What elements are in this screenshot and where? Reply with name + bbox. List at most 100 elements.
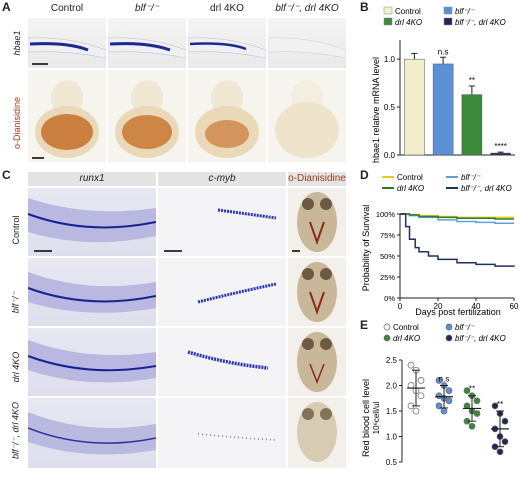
panel-a-image-dianisidine-control <box>28 70 106 162</box>
panel-c-image-runx1-double <box>28 398 156 468</box>
panel-e-legend-label-2: drl 4KO <box>393 334 420 343</box>
panel-e-point-1-6 <box>435 402 443 410</box>
panel-b-ylabel: hbae1 relative mRNA level <box>371 57 381 163</box>
panel-e-point-2-7 <box>468 422 476 430</box>
panel-e-legend-dot-2 <box>383 334 391 342</box>
panel-e-point-0-5 <box>417 392 425 400</box>
panel-a-header-double: blf⁻/⁻, drl 4KO <box>275 3 339 14</box>
panel-e-point-2-0 <box>463 387 471 394</box>
panel-c-header-dianisidine: o-Dianisidine <box>288 172 346 186</box>
panel-e-ylabel: Red blood cell level <box>361 379 371 457</box>
panel-d-ytick-label-1: 25% <box>380 273 395 282</box>
panel-d-xtick-label-1: 20 <box>434 302 443 311</box>
panel-e-ytick-label-4: 2.5 <box>386 356 398 365</box>
panel-a-header-control: Control <box>50 3 84 14</box>
panel-a-row-dianisidine: o-Dianisidine <box>12 96 22 150</box>
panel-c-row-blf: blf⁻/⁻ <box>10 291 21 314</box>
panel-b-legend-label-2: drl 4KO <box>395 18 422 27</box>
panel-e-point-3-7 <box>496 448 504 456</box>
panel-label-e: E <box>360 318 369 332</box>
panel-a-row-hbae1: hbae1 <box>12 30 22 56</box>
panel-a-image-dianisidine-drl <box>188 70 266 162</box>
panel-e-ytick-label-1: 1.0 <box>386 433 398 442</box>
panel-e-point-0-0 <box>407 361 415 369</box>
panel-c-image-dianisidine-blf <box>288 258 346 326</box>
panel-e-chart: Control blf⁻/⁻ drl 4KO blf⁻/⁻, drl 4KO Red … <box>361 323 509 467</box>
panel-b-ytick-label-1: 0.5 <box>384 103 396 112</box>
panel-d-xtick-label-0: 0 <box>398 302 403 311</box>
panel-e-point-1-0 <box>435 377 443 384</box>
panel-label-a: A <box>2 0 11 14</box>
panel-b-significance-2: ** <box>469 76 475 85</box>
panel-c-image-runx1-blf <box>28 258 156 326</box>
panel-a-header-drl: drl 4KO <box>210 3 244 14</box>
panel-c-image-cmyb-drl <box>158 328 286 396</box>
panel-d-ytick-label-3: 75% <box>380 231 395 240</box>
panel-a-image-hbae1-double <box>268 18 346 68</box>
panel-d-legend-label-0: Control <box>397 173 423 182</box>
panel-a-image-dianisidine-blf <box>108 70 186 162</box>
panel-d-xtick-label-2: 40 <box>472 302 481 311</box>
panel-e-legend-dot-1 <box>445 323 453 331</box>
panel-c-image-dianisidine-control <box>288 188 346 256</box>
panel-e-significance-1: n.s <box>439 375 450 384</box>
panel-d-series-3 <box>400 213 515 267</box>
panel-e-ytick-label-0: 0.5 <box>386 458 398 467</box>
panel-a-image-hbae1-drl <box>188 18 266 68</box>
panel-b-ytick-label-2: 1.0 <box>384 55 396 64</box>
panel-b-significance-3: **** <box>494 142 506 151</box>
panel-b-legend-swatch-3 <box>443 17 453 26</box>
panel-b-ytick-label-0: 0.0 <box>384 151 396 160</box>
panel-b-bar-2 <box>461 94 483 156</box>
panel-d-xtick-label-3: 60 <box>510 302 519 311</box>
panel-d-ylabel: Probability of Survival <box>361 205 371 292</box>
panel-c-row-double: blf⁻/⁻, drl 4KO <box>10 401 21 460</box>
panel-b-legend-swatch-2 <box>383 17 393 26</box>
panel-c-image-cmyb-double <box>158 398 286 468</box>
panel-c-image-cmyb-blf <box>158 258 286 326</box>
panel-d-legend-label-3: blf⁻/⁻, drl 4KO <box>461 184 512 193</box>
panel-d-chart: Control blf⁻/⁻ drl 4KO blf⁻/⁻, drl 4KO Prob… <box>361 173 519 317</box>
panel-e-point-3-2 <box>501 417 509 425</box>
panel-b-chart: Control blf⁻/⁻ drl 4KO blf⁻/⁻, drl 4KO hbae… <box>371 6 515 163</box>
panel-c-image-dianisidine-drl <box>288 328 346 396</box>
panel-c-image-runx1-control <box>28 188 156 256</box>
panel-e-ytick-label-3: 2.0 <box>386 382 398 391</box>
panel-b-legend-label-0: Control <box>395 7 421 16</box>
panel-e-significance-2: ** <box>469 385 475 394</box>
panel-d-xlabel: Days post fertilization <box>415 307 501 317</box>
panel-b-legend-label-1: blf⁻/⁻ <box>455 7 475 16</box>
panel-d-legend-label-1: blf⁻/⁻ <box>461 173 481 182</box>
panel-c-header-runx1: runx1 <box>28 172 156 186</box>
panel-b-legend-swatch-0 <box>383 6 393 15</box>
panel-d-ytick-label-4: 100% <box>376 210 396 219</box>
panel-e-significance-3: ** <box>497 400 503 409</box>
panel-e-point-2-5 <box>473 410 481 417</box>
panel-b-bar-3 <box>490 152 511 156</box>
panel-d-ytick-label-2: 50% <box>380 252 395 261</box>
panel-b-bar-1 <box>432 63 454 156</box>
panel-e-point-3-0 <box>491 402 499 410</box>
panel-c-header-cmyb: c-myb <box>158 172 286 186</box>
panel-e-legend-label-0: Control <box>393 323 419 332</box>
panel-e-point-0-7 <box>412 407 420 415</box>
panel-e-point-1-7 <box>440 407 448 415</box>
panel-a-header-blf: blf⁻/⁻ <box>135 3 159 14</box>
panel-a-image-hbae1-control <box>28 18 106 68</box>
panel-label-d: D <box>360 168 369 182</box>
panel-c-image-cmyb-control <box>158 188 286 256</box>
panel-e-legend-label-3: blf⁻/⁻, drl 4KO <box>455 334 506 343</box>
panel-a-image-hbae1-blf <box>108 18 186 68</box>
panel-b-legend-label-3: blf⁻/⁻, drl 4KO <box>455 18 506 27</box>
panel-e-point-1-5 <box>445 397 453 405</box>
panel-e-ytick-label-2: 1.5 <box>386 407 398 416</box>
panel-c-row-control: Control <box>11 215 21 245</box>
panel-d-series-1 <box>400 213 514 224</box>
panel-label-b: B <box>360 0 369 14</box>
panel-label-c: C <box>2 168 11 182</box>
panel-b-significance-1: n.s <box>438 47 449 56</box>
panel-d-legend-label-2: drl 4KO <box>397 184 424 193</box>
panel-b-legend-swatch-1 <box>443 6 453 15</box>
panel-c-image-runx1-drl <box>28 328 156 396</box>
panel-e-legend-label-1: blf⁻/⁻ <box>455 323 475 332</box>
